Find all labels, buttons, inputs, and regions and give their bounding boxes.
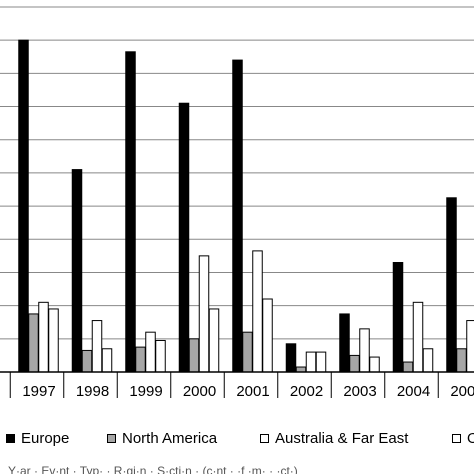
legend-item-australia: Australia & Far East bbox=[260, 430, 408, 447]
bar-north-america-2001 bbox=[242, 331, 253, 373]
bar-north-america-2004 bbox=[402, 361, 414, 373]
legend-swatch-other bbox=[452, 434, 461, 443]
bar-other-2002 bbox=[315, 351, 327, 373]
bar-europe-2005 bbox=[446, 197, 457, 373]
bar-other-2004 bbox=[422, 348, 434, 373]
x-tick-label-2001: 2001 bbox=[236, 383, 269, 400]
legend-swatch-north-america bbox=[107, 434, 116, 443]
bar-europe-1999 bbox=[125, 51, 136, 373]
legend: Europe North America Australia & Far Eas… bbox=[0, 430, 474, 452]
bar-europe-2001 bbox=[232, 59, 243, 373]
bar-other-2001 bbox=[262, 298, 273, 373]
bar-chart: 6199719981999200020012002200320042005 bbox=[0, 6, 474, 400]
bar-europe-1997 bbox=[18, 39, 29, 373]
bar-europe-2004 bbox=[392, 262, 404, 373]
legend-item-north-america: North America bbox=[107, 430, 217, 447]
legend-item-europe: Europe bbox=[6, 430, 69, 447]
x-tick-label-2002: 2002 bbox=[290, 383, 323, 400]
cropped-footer-text: Y·ar · Ev·nt · Typ· · R·gi·n · S·cti·n ·… bbox=[8, 464, 298, 474]
bar-australia-far-east-1999 bbox=[145, 331, 156, 373]
bar-europe-2000 bbox=[178, 102, 190, 373]
bar-north-america-1997 bbox=[28, 313, 39, 373]
legend-label-europe: Europe bbox=[21, 430, 70, 447]
bar-australia-far-east-2002 bbox=[305, 351, 317, 373]
bar-europe-1998 bbox=[71, 169, 83, 373]
legend-item-other: O bbox=[452, 430, 474, 447]
x-tick-label-2000: 2000 bbox=[183, 383, 216, 400]
bar-north-america-1999 bbox=[135, 346, 146, 373]
cropped-footer: Y·ar · Ev·nt · Typ· · R·gi·n · S·cti·n ·… bbox=[0, 462, 474, 474]
legend-swatch-australia bbox=[260, 434, 269, 443]
legend-swatch-europe bbox=[6, 434, 15, 443]
x-tick-label-2004: 2004 bbox=[397, 383, 430, 400]
x-tick-label-1998: 1998 bbox=[76, 383, 109, 400]
bar-australia-far-east-2003 bbox=[359, 328, 370, 373]
bar-other-2000 bbox=[208, 308, 220, 373]
bar-australia-far-east-2005 bbox=[466, 320, 474, 373]
x-tick-label-2005: 2005 bbox=[450, 383, 474, 400]
bar-other-1999 bbox=[155, 339, 166, 373]
legend-label-other: O bbox=[467, 430, 474, 447]
bar-australia-far-east-1998 bbox=[91, 320, 103, 373]
legend-label-australia: Australia & Far East bbox=[275, 430, 409, 447]
bar-australia-far-east-2001 bbox=[252, 250, 263, 373]
x-axis-ticks: 6199719981999200020012002200320042005 bbox=[9, 372, 474, 400]
bar-europe-2002 bbox=[285, 343, 297, 373]
bar-north-america-1998 bbox=[81, 349, 93, 373]
bar-north-america-2005 bbox=[456, 348, 467, 373]
bar-other-1998 bbox=[101, 348, 113, 373]
bar-north-america-2003 bbox=[349, 354, 360, 373]
bar-north-america-2000 bbox=[188, 338, 200, 373]
bar-other-1997 bbox=[48, 308, 59, 373]
legend-label-north-america: North America bbox=[122, 430, 218, 447]
x-tick-label-1997: 1997 bbox=[22, 383, 55, 400]
bar-australia-far-east-1997 bbox=[38, 301, 49, 373]
bar-australia-far-east-2000 bbox=[198, 255, 210, 373]
bar-other-2003 bbox=[369, 356, 380, 373]
x-tick-label-2003: 2003 bbox=[343, 383, 376, 400]
bar-europe-2003 bbox=[339, 313, 350, 373]
x-tick-label-1999: 1999 bbox=[129, 383, 162, 400]
bar-australia-far-east-2004 bbox=[412, 301, 424, 373]
